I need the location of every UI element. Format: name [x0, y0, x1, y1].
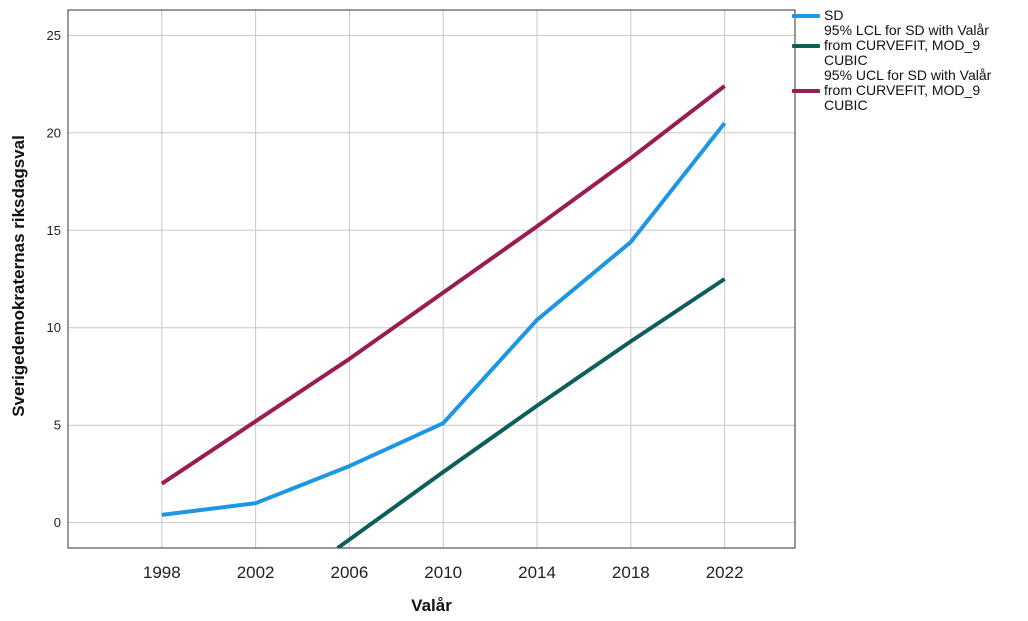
legend-swatch	[792, 43, 820, 48]
legend: SD 95% LCL for SD with Valår from CURVEF…	[792, 8, 1028, 113]
x-tick-label: 1998	[143, 563, 181, 582]
series-line-ucl	[160, 84, 726, 486]
legend-item-sd: SD	[792, 8, 1028, 23]
x-tick-label: 2010	[424, 563, 462, 582]
legend-label: 95% LCL for SD with Valår from CURVEFIT,…	[824, 22, 989, 68]
y-tick-label: 5	[54, 418, 61, 433]
y-tick-label: 0	[54, 515, 61, 530]
y-tick-label: 10	[47, 320, 61, 335]
y-tick-label: 20	[47, 125, 61, 140]
x-tick-label: 2002	[237, 563, 275, 582]
series-line-sd	[161, 121, 727, 517]
legend-swatch	[792, 13, 820, 18]
x-tick-label: 2022	[706, 563, 744, 582]
y-tick-label: 15	[47, 223, 61, 238]
legend-swatch	[792, 88, 820, 93]
x-tick-label: 2018	[612, 563, 650, 582]
legend-item-lcl: 95% LCL for SD with Valår from CURVEFIT,…	[792, 23, 1028, 68]
chart-series	[160, 84, 727, 548]
x-axis-title: Valår	[411, 596, 452, 615]
grid-lines	[68, 10, 795, 548]
x-tick-label: 2006	[331, 563, 369, 582]
x-tick-label: 2014	[518, 563, 556, 582]
y-tick-label: 25	[47, 28, 61, 43]
legend-label: SD	[824, 7, 844, 23]
plot-frame	[67, 9, 796, 549]
series-line-lcl	[336, 277, 726, 548]
legend-item-ucl: 95% UCL for SD with Valår from CURVEFIT,…	[792, 68, 1028, 113]
legend-label: 95% UCL for SD with Valår from CURVEFIT,…	[824, 67, 992, 113]
tick-labels: 1998 2002 2006 2010 2014 2018 2022 0 5 10 15 20 25	[47, 28, 744, 582]
y-axis-title: Sverigedemokraternas riksdagsval	[9, 135, 28, 417]
